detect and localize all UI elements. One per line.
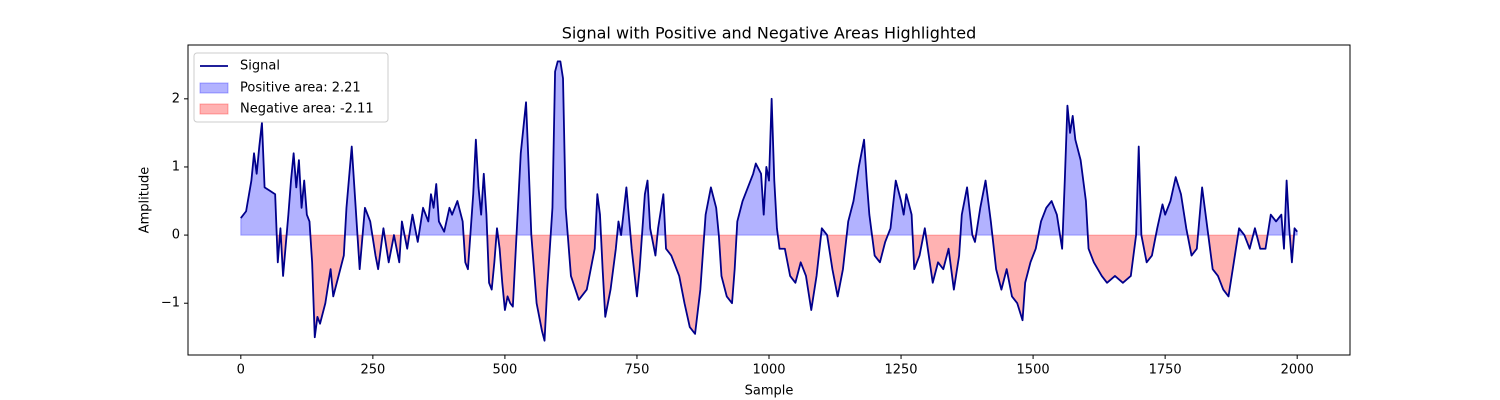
legend-label: Negative area: -2.11 bbox=[240, 102, 374, 117]
x-tick-label: 2000 bbox=[1281, 363, 1314, 378]
x-tick-label: 250 bbox=[360, 363, 385, 378]
y-tick-label: 1 bbox=[172, 159, 180, 174]
legend-box bbox=[193, 52, 389, 123]
x-tick-label: 1000 bbox=[752, 363, 785, 378]
legend-swatch bbox=[199, 103, 229, 115]
legend-label: Positive area: 2.21 bbox=[240, 81, 361, 96]
x-tick-label: 1750 bbox=[1149, 363, 1182, 378]
y-tick-label: −1 bbox=[161, 296, 180, 311]
x-tick-label: 1250 bbox=[884, 363, 917, 378]
legend-swatch bbox=[199, 82, 229, 94]
x-tick-label: 500 bbox=[492, 363, 517, 378]
x-tick-label: 1500 bbox=[1017, 363, 1050, 378]
y-tick-label: 0 bbox=[172, 228, 180, 243]
signal-line bbox=[240, 60, 1298, 342]
x-tick-label: 750 bbox=[625, 363, 650, 378]
x-axis-label: Sample bbox=[745, 384, 794, 399]
chart-title: Signal with Positive and Negative Areas … bbox=[562, 24, 977, 43]
y-tick-label: 2 bbox=[172, 91, 180, 106]
x-tick-label: 0 bbox=[237, 363, 245, 378]
y-axis-label: Amplitude bbox=[138, 167, 153, 234]
legend-label: Signal bbox=[240, 59, 280, 74]
